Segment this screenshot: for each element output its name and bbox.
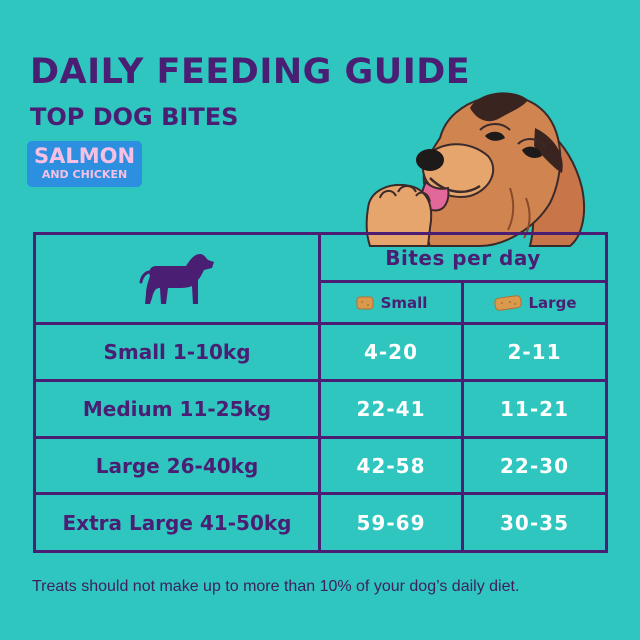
value-large-bites: 2-11 xyxy=(464,325,605,382)
dog-silhouette-cell xyxy=(36,235,321,325)
bites-value: 22-30 xyxy=(500,453,569,478)
page-title: DAILY FEEDING GUIDE xyxy=(30,52,471,92)
weight-range-label: Small 1-10kg xyxy=(103,340,251,364)
value-large-bites: 22-30 xyxy=(464,439,605,495)
value-large-bites: 11-21 xyxy=(464,382,605,439)
bites-value: 2-11 xyxy=(507,340,562,364)
flavor-badge-line1: SALMON xyxy=(33,144,136,168)
row-label-extra-large-dog: Extra Large 41-50kg xyxy=(36,495,321,550)
product-name: TOP DOG BITES xyxy=(30,103,239,131)
value-small-bites: 42-58 xyxy=(321,439,464,495)
row-label-small-dog: Small 1-10kg xyxy=(36,325,321,382)
row-label-medium-dog: Medium 11-25kg xyxy=(36,382,321,439)
bites-value: 59-69 xyxy=(356,510,426,535)
value-small-bites: 59-69 xyxy=(321,495,464,550)
bites-value: 42-58 xyxy=(356,453,426,478)
bites-value: 30-35 xyxy=(500,510,569,535)
column-label-large: Large xyxy=(528,293,577,312)
column-header-large: Large xyxy=(464,283,605,325)
flavor-badge: SALMON AND CHICKEN xyxy=(27,141,142,187)
bites-per-day-header: Bites per day xyxy=(321,235,605,283)
large-bite-icon xyxy=(493,294,522,311)
bites-value: 22-41 xyxy=(356,397,426,421)
weight-range-label: Large 26-40kg xyxy=(95,453,259,478)
cartoon-dog-illustration xyxy=(365,92,586,247)
weight-range-label: Medium 11-25kg xyxy=(82,397,272,421)
bites-per-day-label: Bites per day xyxy=(385,245,541,270)
value-small-bites: 4-20 xyxy=(321,325,464,382)
dog-silhouette-icon xyxy=(139,253,214,304)
row-label-large-dog: Large 26-40kg xyxy=(36,439,321,495)
feeding-table: Bites per day Small Large Small 1-10kg 4… xyxy=(33,232,608,553)
weight-range-label: Extra Large 41-50kg xyxy=(62,510,292,535)
column-header-small: Small xyxy=(321,283,464,325)
value-small-bites: 22-41 xyxy=(321,382,464,439)
flavor-badge-line2: AND CHICKEN xyxy=(41,168,128,181)
small-bite-icon xyxy=(356,296,374,309)
bites-value: 11-21 xyxy=(500,397,569,421)
footnote: Treats should not make up to more than 1… xyxy=(32,578,520,595)
value-large-bites: 30-35 xyxy=(464,495,605,550)
bites-value: 4-20 xyxy=(363,340,419,364)
column-label-small: Small xyxy=(380,293,428,312)
